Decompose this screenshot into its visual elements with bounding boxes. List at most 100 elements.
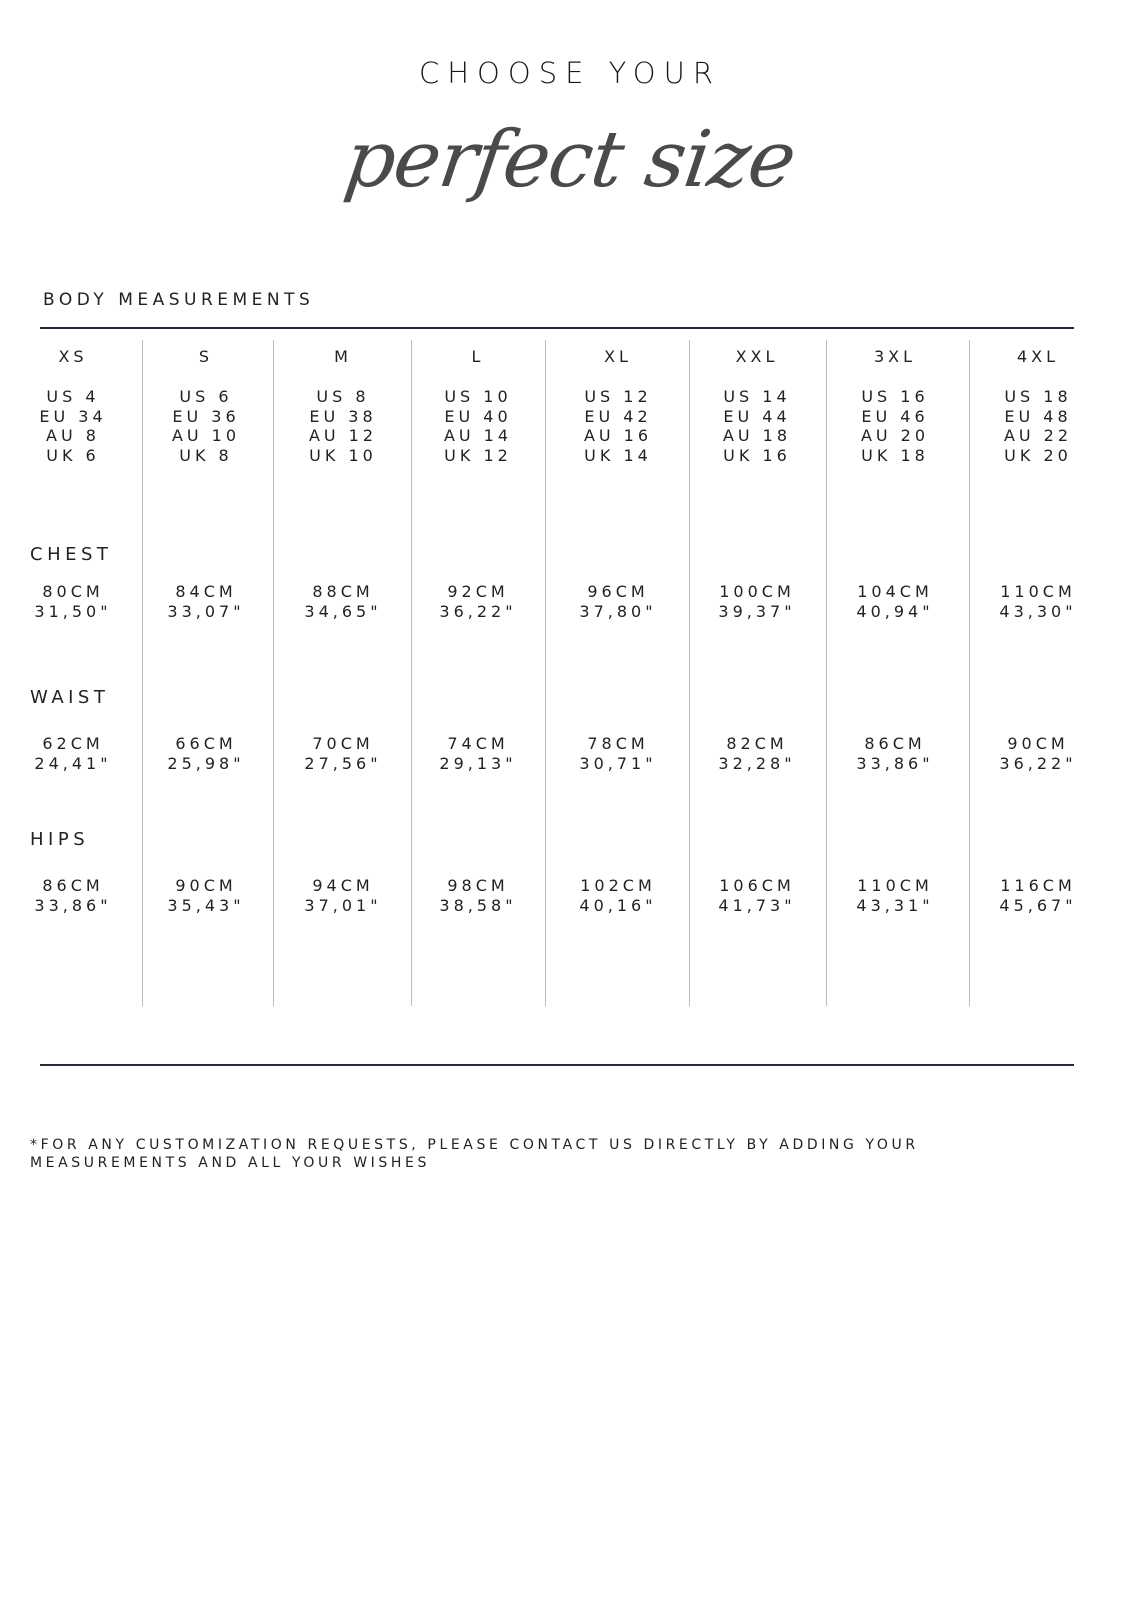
chest-values: 100CM 39,37"	[692, 582, 822, 622]
cell-hips-in: 43,31"	[856, 896, 934, 915]
cell-eu: EU 36	[172, 406, 240, 426]
cell-hips-cm: 102CM	[580, 876, 656, 895]
cell-waist-cm: 90CM	[1007, 734, 1069, 753]
hips-values: 98CM 38,58"	[413, 876, 543, 916]
cell-us: US 10	[444, 387, 512, 406]
cell-chest-cm: 92CM	[447, 582, 509, 601]
size-conversions: US 4 EU 34 AU 8 UK 6	[8, 387, 138, 465]
size-name: 4XL	[973, 347, 1103, 366]
cell-eu: EU 42	[584, 406, 652, 426]
cell-eu: EU 34	[39, 406, 107, 426]
cell-waist-cm: 78CM	[587, 734, 649, 753]
cell-eu: EU 48	[1004, 406, 1072, 426]
cell-chest-in: 37,80"	[579, 602, 657, 621]
column-divider	[545, 340, 546, 1006]
cell-name: XS	[58, 347, 88, 366]
waist-values: 70CM 27,56"	[278, 734, 408, 774]
size-conversions: US 16 EU 46 AU 20 UK 18	[830, 387, 960, 465]
cell-waist-in: 36,22"	[999, 754, 1077, 773]
size-name: XXL	[692, 347, 822, 366]
cell-au: AU 20	[860, 426, 930, 445]
cell-name: M	[334, 347, 352, 366]
cell-waist-in: 25,98"	[167, 754, 245, 773]
cell-chest-in: 36,22"	[439, 602, 517, 621]
hips-values: 110CM 43,31"	[830, 876, 960, 916]
cell-waist-in: 27,56"	[304, 754, 382, 773]
cell-eu: EU 44	[723, 406, 791, 426]
cell-us: US 6	[179, 387, 233, 406]
cell-au: AU 8	[46, 426, 100, 445]
size-conversions: US 10 EU 40 AU 14 UK 12	[413, 387, 543, 465]
chest-values: 84CM 33,07"	[141, 582, 271, 622]
cell-hips-cm: 106CM	[719, 876, 795, 895]
top-rule	[40, 327, 1074, 329]
cell-uk: UK 18	[861, 445, 929, 465]
cell-name: XXL	[735, 347, 779, 366]
cell-hips-cm: 98CM	[447, 876, 509, 895]
cell-name: 4XL	[1016, 347, 1060, 366]
cell-chest-cm: 80CM	[42, 582, 104, 601]
cell-hips-cm: 110CM	[857, 876, 933, 895]
title-perfect-size: perfect size	[339, 115, 801, 205]
cell-waist-cm: 66CM	[175, 734, 237, 753]
column-divider	[969, 340, 970, 1006]
cell-us: US 16	[861, 387, 929, 406]
cell-name: 3XL	[873, 347, 917, 366]
cell-name: S	[198, 347, 214, 366]
size-conversions: US 14 EU 44 AU 18 UK 16	[692, 387, 822, 465]
hips-values: 116CM 45,67"	[973, 876, 1103, 916]
hips-values: 106CM 41,73"	[692, 876, 822, 916]
size-name: M	[278, 347, 408, 366]
cell-chest-cm: 100CM	[719, 582, 795, 601]
cell-hips-in: 37,01"	[304, 896, 382, 915]
cell-waist-in: 24,41"	[34, 754, 112, 773]
row-label-waist: WAIST	[30, 687, 110, 708]
waist-values: 74CM 29,13"	[413, 734, 543, 774]
cell-chest-in: 43,30"	[999, 602, 1077, 621]
cell-chest-in: 34,65"	[304, 602, 382, 621]
waist-values: 78CM 30,71"	[553, 734, 683, 774]
cell-waist-in: 32,28"	[718, 754, 796, 773]
cell-eu: EU 38	[309, 406, 377, 426]
cell-hips-cm: 86CM	[42, 876, 104, 895]
chest-values: 80CM 31,50"	[8, 582, 138, 622]
cell-uk: UK 10	[309, 445, 377, 465]
size-name: 3XL	[830, 347, 960, 366]
waist-values: 86CM 33,86"	[830, 734, 960, 774]
cell-hips-cm: 116CM	[1000, 876, 1076, 895]
bottom-rule	[40, 1064, 1074, 1066]
cell-hips-in: 38,58"	[439, 896, 517, 915]
cell-waist-cm: 86CM	[864, 734, 926, 753]
size-conversions: US 18 EU 48 AU 22 UK 20	[973, 387, 1103, 465]
cell-name: XL	[604, 347, 632, 366]
cell-waist-cm: 82CM	[726, 734, 788, 753]
cell-chest-in: 33,07"	[167, 602, 245, 621]
cell-chest-cm: 104CM	[857, 582, 933, 601]
size-name: XS	[8, 347, 138, 366]
hips-values: 86CM 33,86"	[8, 876, 138, 916]
cell-au: AU 16	[583, 426, 653, 445]
waist-values: 66CM 25,98"	[141, 734, 271, 774]
column-divider	[826, 340, 827, 1006]
column-divider	[142, 340, 143, 1006]
cell-chest-cm: 84CM	[175, 582, 237, 601]
cell-chest-cm: 88CM	[312, 582, 374, 601]
row-label-hips: HIPS	[30, 829, 90, 850]
waist-values: 90CM 36,22"	[973, 734, 1103, 774]
cell-us: US 12	[584, 387, 652, 406]
cell-uk: UK 6	[46, 445, 100, 465]
chest-values: 88CM 34,65"	[278, 582, 408, 622]
cell-uk: UK 12	[444, 445, 512, 465]
cell-uk: UK 16	[723, 445, 791, 465]
hips-values: 102CM 40,16"	[553, 876, 683, 916]
chest-values: 104CM 40,94"	[830, 582, 960, 622]
cell-us: US 18	[1004, 387, 1072, 406]
cell-chest-in: 31,50"	[34, 602, 112, 621]
size-conversions: US 8 EU 38 AU 12 UK 10	[278, 387, 408, 465]
column-divider	[411, 340, 412, 1006]
cell-chest-cm: 110CM	[1000, 582, 1076, 601]
cell-au: AU 10	[171, 426, 241, 445]
size-name: L	[413, 347, 543, 366]
chest-values: 92CM 36,22"	[413, 582, 543, 622]
size-name: S	[141, 347, 271, 366]
